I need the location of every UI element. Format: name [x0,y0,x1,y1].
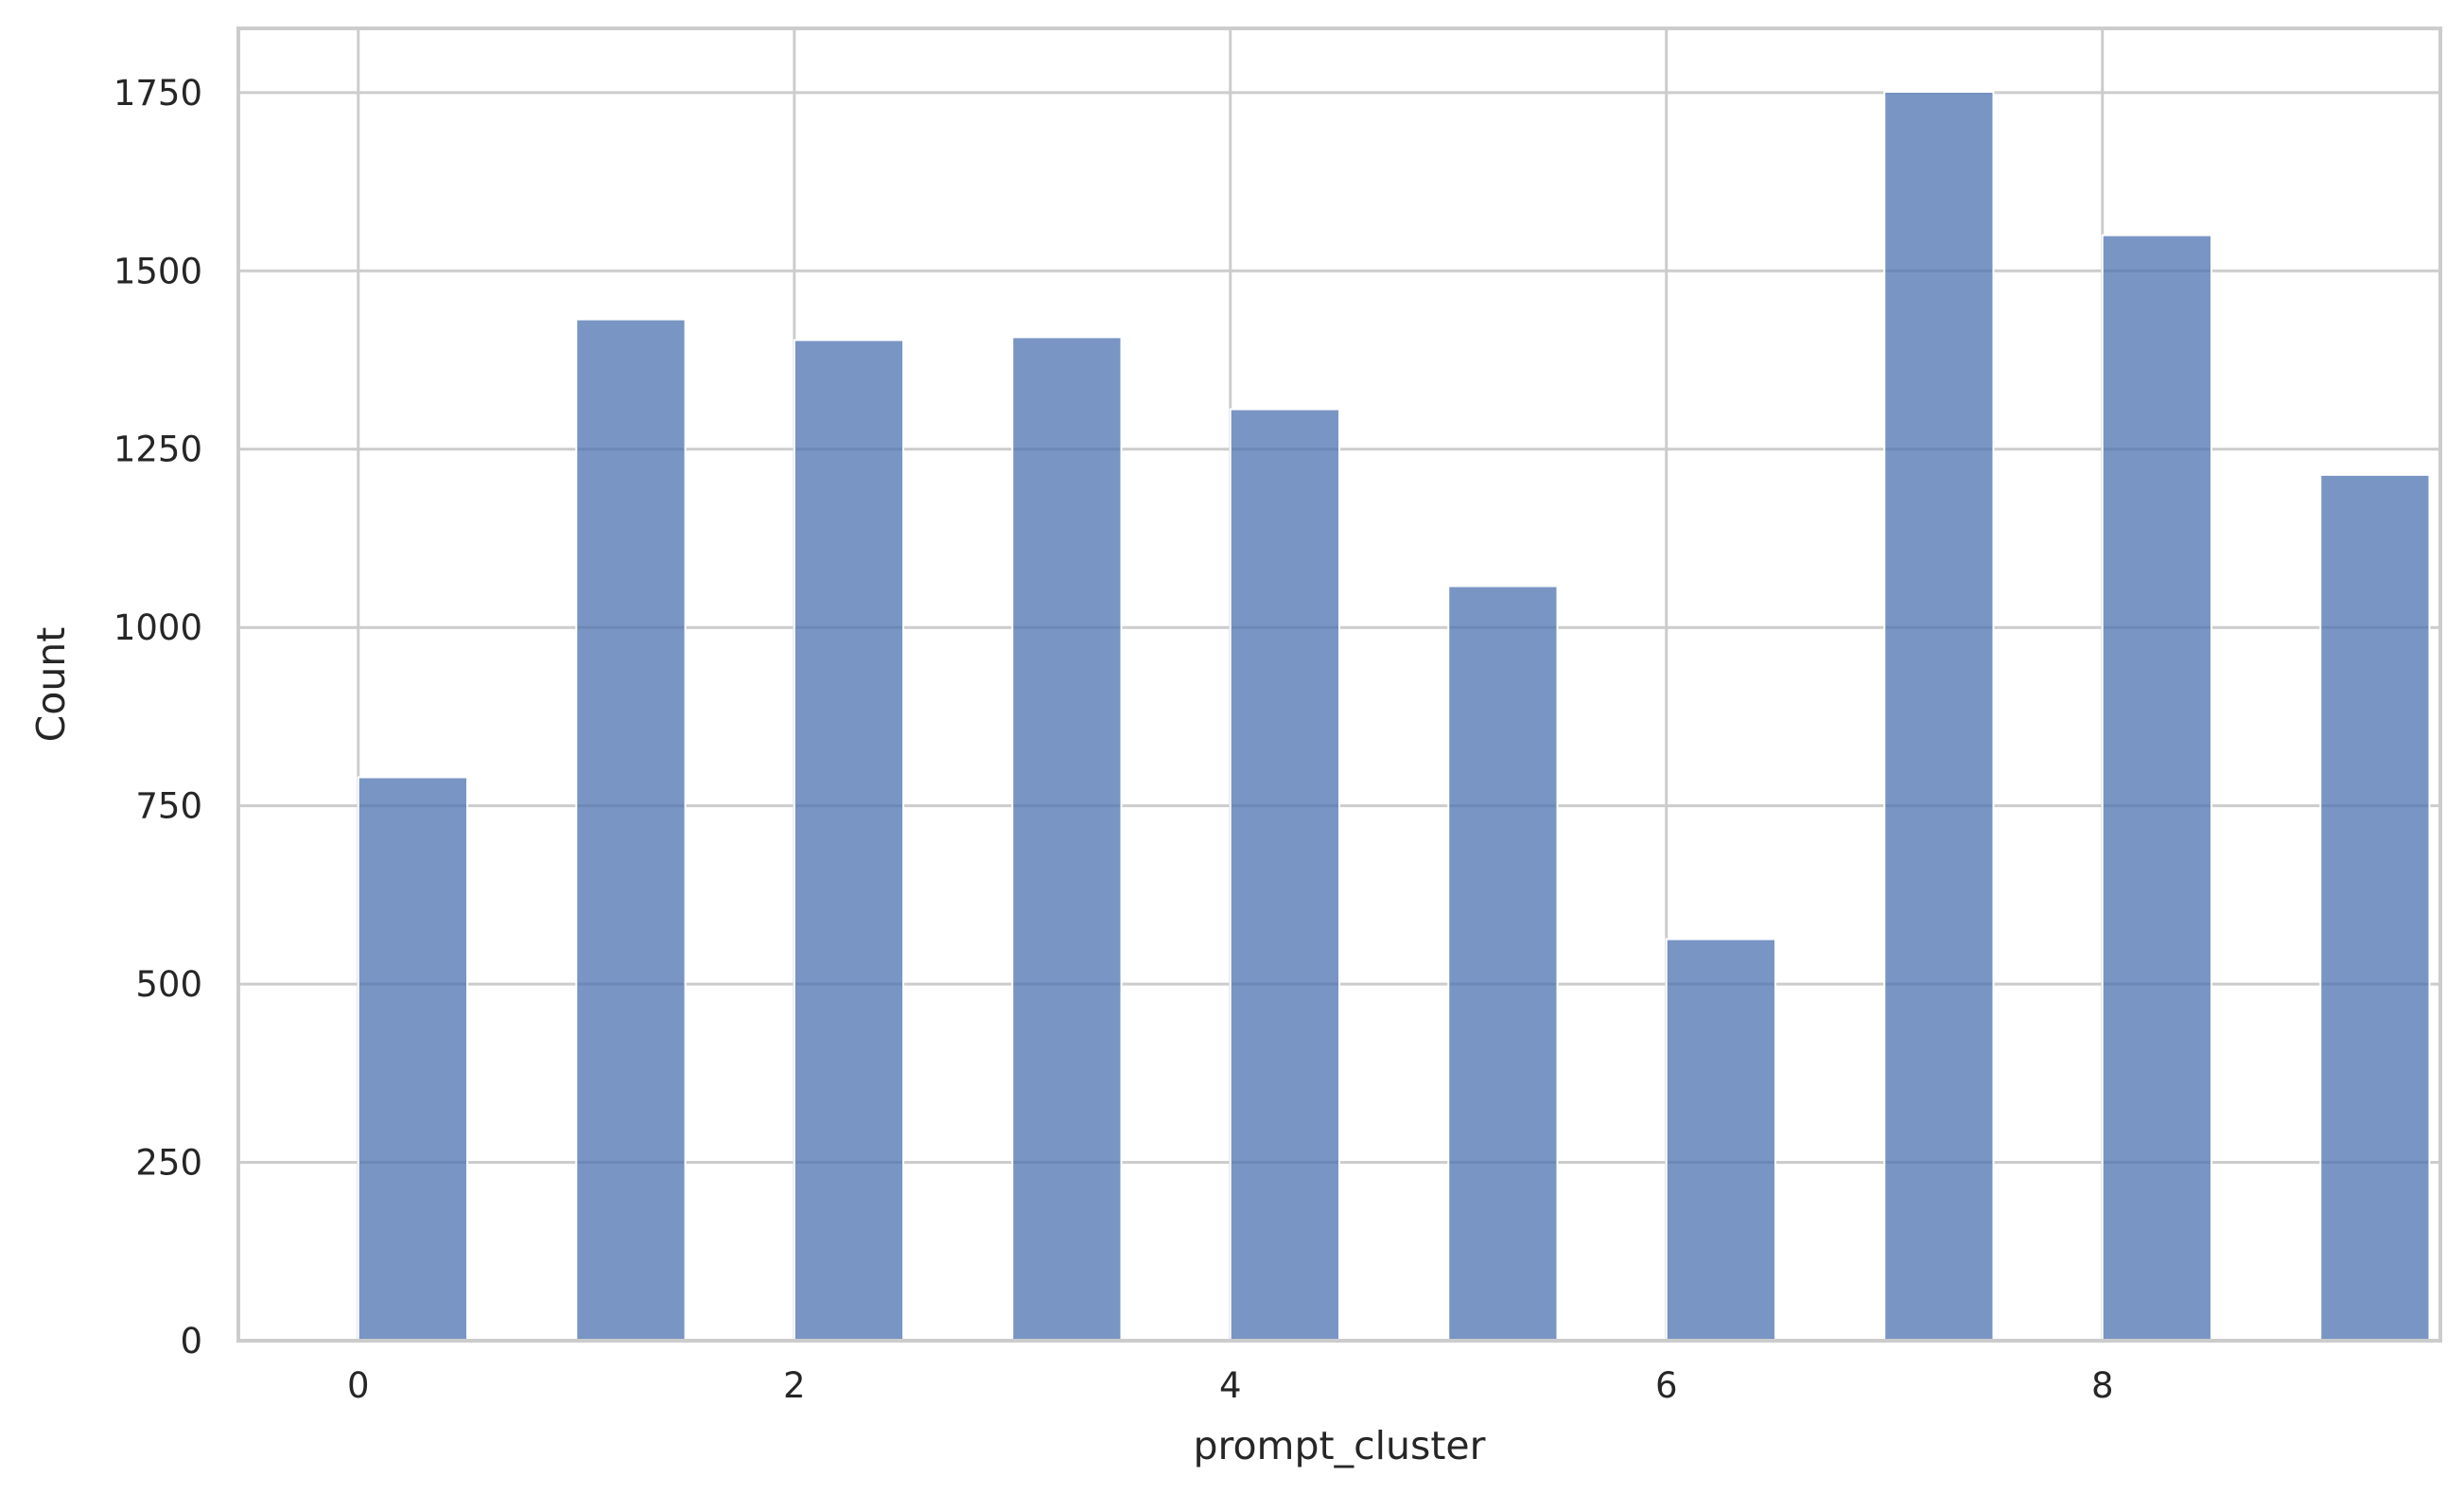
bar-1 [575,318,687,1343]
x-tick-label-3: 6 [1655,1365,1678,1406]
bar-5 [1447,585,1559,1342]
bar-4 [1229,408,1340,1343]
y-tick-label-1: 250 [135,1143,202,1184]
y-tick-label-7: 1750 [114,73,202,114]
plot-frame [236,26,2442,1343]
y-tick-labels: 0 250 500 750 1000 1250 1500 1750 [114,73,202,1362]
bar-7 [1883,91,1995,1342]
bar-9 [2319,473,2431,1342]
y-tick-label-5: 1250 [114,430,202,470]
y-axis-label: Count [28,627,74,743]
bar-2 [793,339,905,1343]
bars [357,91,2431,1343]
y-tick-label-2: 500 [135,964,202,1005]
bar-3 [1011,336,1123,1342]
x-axis-label: prompt_cluster [1193,1423,1485,1468]
x-tick-labels: 0 2 4 6 8 [347,1365,2114,1406]
bar-6 [1665,938,1776,1342]
bar-8 [2101,234,2212,1342]
x-tick-label-0: 0 [347,1365,370,1406]
x-tick-label-4: 8 [2091,1365,2114,1406]
bar-0 [357,776,469,1342]
y-tick-label-6: 1500 [114,251,202,291]
y-tick-label-3: 750 [135,786,202,827]
x-tick-label-2: 4 [1219,1365,1242,1406]
y-tick-label-4: 1000 [114,607,202,648]
y-tick-label-0: 0 [180,1321,202,1362]
x-tick-label-1: 2 [783,1365,806,1406]
